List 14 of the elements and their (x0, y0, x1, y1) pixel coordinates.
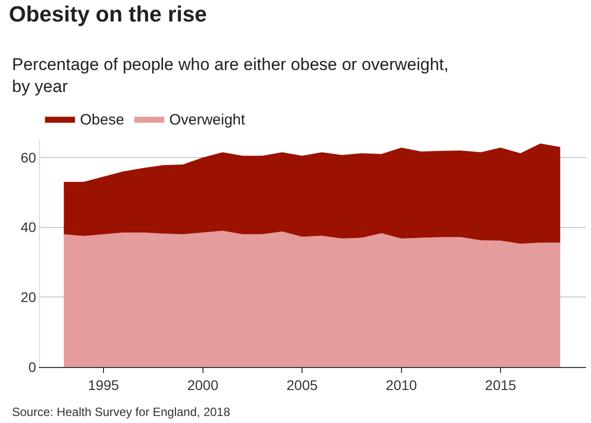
legend-label: Overweight (169, 112, 246, 129)
x-tick-label: 1995 (88, 376, 120, 393)
x-tick-label: 2005 (286, 376, 318, 393)
y-tick-label: 60 (20, 149, 36, 166)
y-tick-label: 20 (20, 289, 36, 306)
x-tick-label: 2000 (187, 376, 219, 393)
chart-title: Obesity on the rise (8, 2, 207, 27)
x-tick-label: 2015 (485, 376, 516, 393)
chart-subtitle: Percentage of people who are either obese or overweight, by year (12, 55, 449, 96)
x-tick-label: 2010 (386, 376, 418, 393)
legend-label: Obese (80, 112, 124, 129)
y-tick-label: 40 (20, 219, 36, 236)
source-note: Source: Health Survey for England, 2018 (12, 405, 230, 419)
y-tick-label: 0 (28, 358, 36, 375)
